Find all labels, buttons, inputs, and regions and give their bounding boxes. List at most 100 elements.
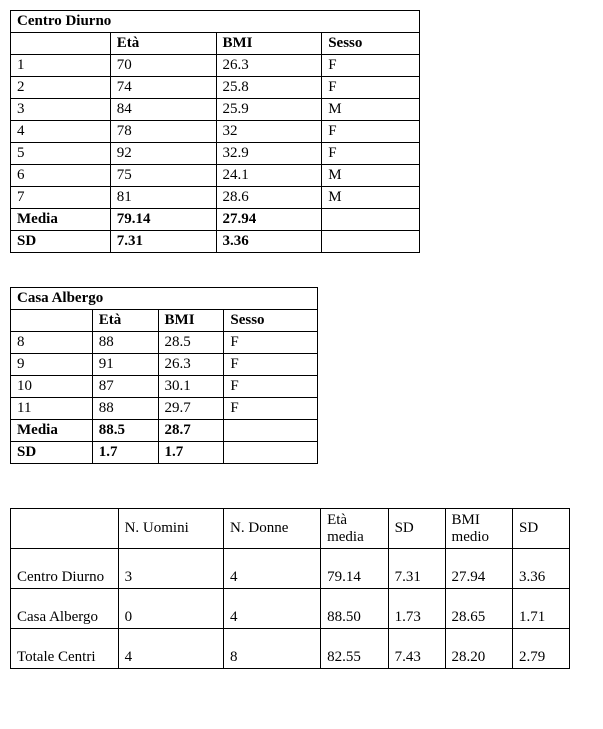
- cell: 1.73: [388, 589, 445, 629]
- cell: 75: [110, 165, 216, 187]
- table-row: 108730.1F: [11, 376, 318, 398]
- table-row: 99126.3F: [11, 354, 318, 376]
- cell: SD: [11, 231, 111, 253]
- cell: 7.31: [388, 549, 445, 589]
- cell: 7.43: [388, 629, 445, 669]
- table-row: 47832F: [11, 121, 420, 143]
- row-media: Media88.528.7: [11, 420, 318, 442]
- row-sd: SD7.313.36: [11, 231, 420, 253]
- t3-h5: BMI medio: [445, 509, 513, 549]
- table-row: 78128.6M: [11, 187, 420, 209]
- cell: 28.20: [445, 629, 513, 669]
- cell: 1: [11, 55, 111, 77]
- t3-h2: N. Donne: [224, 509, 321, 549]
- t1-h1: Età: [110, 33, 216, 55]
- cell: F: [322, 143, 420, 165]
- table-row: Totale Centri4882.557.4328.202.79: [11, 629, 570, 669]
- cell: 26.3: [158, 354, 224, 376]
- cell: 2.79: [513, 629, 570, 669]
- cell: 1.7: [158, 442, 224, 464]
- cell: 8: [224, 629, 321, 669]
- cell: 0: [118, 589, 223, 629]
- t1-h3: Sesso: [322, 33, 420, 55]
- table2-title: Casa Albergo: [11, 288, 318, 310]
- cell: [322, 209, 420, 231]
- t2-h3: Sesso: [224, 310, 318, 332]
- cell: 3.36: [513, 549, 570, 589]
- cell: 5: [11, 143, 111, 165]
- cell: 3.36: [216, 231, 322, 253]
- cell: 88: [92, 332, 158, 354]
- cell: 1.7: [92, 442, 158, 464]
- cell: 4: [118, 629, 223, 669]
- t1-h2: BMI: [216, 33, 322, 55]
- cell: 7: [11, 187, 111, 209]
- cell: 87: [92, 376, 158, 398]
- cell: 82.55: [321, 629, 389, 669]
- cell: 27.94: [216, 209, 322, 231]
- cell: 4: [224, 589, 321, 629]
- cell: 28.5: [158, 332, 224, 354]
- cell: SD: [11, 442, 93, 464]
- cell: 4: [11, 121, 111, 143]
- cell: 7.31: [110, 231, 216, 253]
- cell: 91: [92, 354, 158, 376]
- cell: 3: [11, 99, 111, 121]
- row-media: Media79.1427.94: [11, 209, 420, 231]
- cell: 10: [11, 376, 93, 398]
- table-centro-diurno: Centro Diurno Età BMI Sesso 17026.3F 274…: [10, 10, 420, 253]
- cell: 74: [110, 77, 216, 99]
- table-casa-albergo: Casa Albergo Età BMI Sesso 88828.5F 9912…: [10, 287, 318, 464]
- table-row: 88828.5F: [11, 332, 318, 354]
- cell: Media: [11, 209, 111, 231]
- cell: 28.6: [216, 187, 322, 209]
- cell: 79.14: [110, 209, 216, 231]
- cell: 88.50: [321, 589, 389, 629]
- cell: 27.94: [445, 549, 513, 589]
- cell: 81: [110, 187, 216, 209]
- t2-h0: [11, 310, 93, 332]
- table-row: 118829.7F: [11, 398, 318, 420]
- table-row: Casa Albergo0488.501.7328.651.71: [11, 589, 570, 629]
- cell: 25.9: [216, 99, 322, 121]
- t3-h4: SD: [388, 509, 445, 549]
- cell: Media: [11, 420, 93, 442]
- cell: 78: [110, 121, 216, 143]
- table-row: 27425.8F: [11, 77, 420, 99]
- cell: [322, 231, 420, 253]
- cell: 28.7: [158, 420, 224, 442]
- cell: 30.1: [158, 376, 224, 398]
- cell: M: [322, 165, 420, 187]
- table-summary: N. Uomini N. Donne Età media SD BMI medi…: [10, 508, 570, 669]
- cell: M: [322, 99, 420, 121]
- row-sd: SD1.71.7: [11, 442, 318, 464]
- cell: M: [322, 187, 420, 209]
- t2-h2: BMI: [158, 310, 224, 332]
- cell: 3: [118, 549, 223, 589]
- cell: 88.5: [92, 420, 158, 442]
- cell: 88: [92, 398, 158, 420]
- cell: Centro Diurno: [11, 549, 119, 589]
- t3-h1: N. Uomini: [118, 509, 223, 549]
- cell: 6: [11, 165, 111, 187]
- cell: F: [322, 77, 420, 99]
- cell: 24.1: [216, 165, 322, 187]
- cell: 11: [11, 398, 93, 420]
- table1-title: Centro Diurno: [11, 11, 420, 33]
- table-row: 38425.9M: [11, 99, 420, 121]
- cell: F: [224, 398, 318, 420]
- cell: [224, 420, 318, 442]
- cell: 84: [110, 99, 216, 121]
- cell: F: [224, 332, 318, 354]
- t3-h0: [11, 509, 119, 549]
- table-row: Centro Diurno3479.147.3127.943.36: [11, 549, 570, 589]
- cell: F: [322, 55, 420, 77]
- cell: Casa Albergo: [11, 589, 119, 629]
- cell: 9: [11, 354, 93, 376]
- cell: 29.7: [158, 398, 224, 420]
- cell: 8: [11, 332, 93, 354]
- cell: 28.65: [445, 589, 513, 629]
- cell: 92: [110, 143, 216, 165]
- cell: 4: [224, 549, 321, 589]
- cell: F: [322, 121, 420, 143]
